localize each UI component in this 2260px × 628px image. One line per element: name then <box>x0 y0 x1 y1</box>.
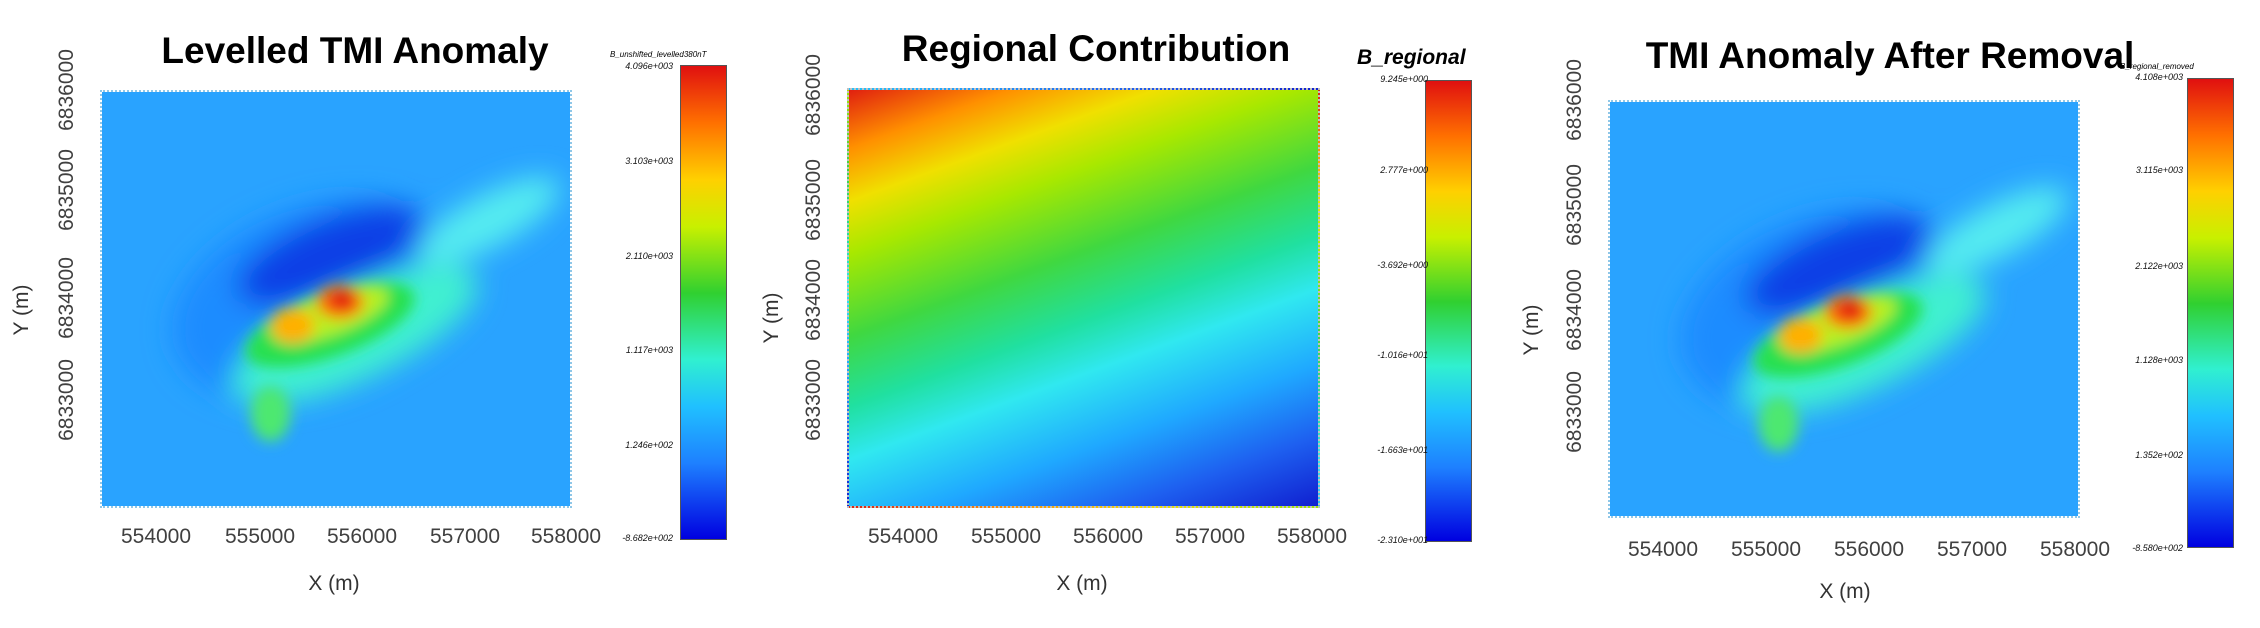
y-tick-label: 6835000 <box>802 159 825 241</box>
x-tick-label: 558000 <box>530 525 602 548</box>
y-tick-label: 6836000 <box>1563 59 1586 141</box>
secondary-high <box>270 307 315 344</box>
colorbar <box>1425 80 1472 542</box>
y-tick-label: 6835000 <box>1563 164 1586 246</box>
x-tick-label: 556000 <box>1833 538 1905 561</box>
colorbar-tick-label: 9.245e+000 <box>1380 74 1428 84</box>
chart-title: TMI Anomaly After Removal <box>1645 35 2135 76</box>
heatmap-svg <box>1610 102 2078 516</box>
y-tick-label: 6834000 <box>55 257 78 339</box>
main-high-core <box>329 290 355 310</box>
secondary-high <box>1778 317 1823 354</box>
southern-lobe <box>250 386 291 442</box>
x-axis-label: X (m) <box>1819 580 1871 603</box>
y-tick-label: 6833000 <box>1563 371 1586 453</box>
y-axis-label: Y (m) <box>10 284 33 336</box>
ne-ridge <box>1925 187 2068 275</box>
colorbar-title: B_regional <box>1357 46 1466 69</box>
heatmap-svg <box>102 92 570 506</box>
x-tick-label: 556000 <box>1072 525 1144 548</box>
colorbar-tick-label: -2.310e+001 <box>1377 535 1428 545</box>
panel-regional-contribution: Regional Contribution 6836000 6835000 68… <box>760 0 1500 628</box>
y-tick-label: 6834000 <box>802 259 825 341</box>
colorbar-tick-label: -8.580e+002 <box>2132 543 2183 553</box>
x-tick-label: 554000 <box>1627 538 1699 561</box>
heatmap-plot <box>847 88 1320 508</box>
colorbar-tick-label: 1.128e+003 <box>2135 355 2183 365</box>
colorbar-tick-label: -3.692e+000 <box>1377 260 1428 270</box>
x-tick-label: 558000 <box>1276 525 1348 548</box>
colorbar <box>2187 78 2234 548</box>
colorbar-tick-label: 1.246e+002 <box>625 440 673 450</box>
x-tick-label: 555000 <box>970 525 1042 548</box>
northern-low <box>237 204 424 307</box>
x-axis-label: X (m) <box>308 572 360 595</box>
x-tick-label: 558000 <box>2039 538 2111 561</box>
x-tick-label: 554000 <box>867 525 939 548</box>
colorbar-tick-label: 4.096e+003 <box>625 61 673 71</box>
colorbar-tick-label: 4.108e+003 <box>2135 72 2183 82</box>
x-tick-label: 557000 <box>1936 538 2008 561</box>
colorbar-tick-label: 2.777e+000 <box>1380 165 1428 175</box>
x-tick-label: 555000 <box>224 525 296 548</box>
heatmap-plot <box>100 90 572 508</box>
panel-tmi-after-removal: TMI Anomaly After Removal 6836000 683500… <box>1500 0 2260 628</box>
colorbar-tick-label: 3.103e+003 <box>625 156 673 166</box>
colorbar-tick-label: 3.115e+003 <box>2135 165 2183 175</box>
colorbar-title: B_regional_removed <box>2120 62 2194 71</box>
colorbar-title: B_unshifted_levelled380nT <box>610 50 707 59</box>
y-tick-label: 6833000 <box>802 359 825 441</box>
heatmap-plot <box>1608 100 2080 518</box>
x-tick-label: 557000 <box>1174 525 1246 548</box>
panel-levelled-tmi: Levelled TMI Anomaly 6836000 6835000 683… <box>0 0 760 628</box>
colorbar-tick-label: 2.110e+003 <box>625 251 673 261</box>
colorbar-tick-label: 2.122e+003 <box>2135 261 2183 271</box>
southern-lobe <box>1758 396 1799 452</box>
y-tick-label: 6836000 <box>55 49 78 131</box>
y-tick-label: 6834000 <box>1563 269 1586 351</box>
x-tick-label: 556000 <box>326 525 398 548</box>
colorbar-tick-label: -1.016e+001 <box>1377 350 1428 360</box>
x-axis-label: X (m) <box>1056 572 1108 595</box>
y-tick-label: 6833000 <box>55 359 78 441</box>
colorbar-tick-label: 1.352e+002 <box>2135 450 2183 460</box>
main-high-core <box>1837 300 1863 320</box>
colorbar-tick-label: 1.117e+003 <box>625 345 673 355</box>
x-tick-label: 557000 <box>429 525 501 548</box>
y-tick-label: 6836000 <box>802 54 825 136</box>
chart-title: Regional Contribution <box>901 28 1291 69</box>
colorbar-tick-label: -1.663e+001 <box>1377 445 1428 455</box>
y-axis-label: Y (m) <box>760 292 783 344</box>
colorbar <box>680 65 727 540</box>
ne-ridge <box>417 177 560 265</box>
y-axis-label: Y (m) <box>1520 304 1543 356</box>
x-tick-label: 554000 <box>120 525 192 548</box>
y-tick-label: 6835000 <box>55 149 78 231</box>
chart-title: Levelled TMI Anomaly <box>161 30 549 71</box>
northern-low <box>1745 214 1932 317</box>
x-tick-label: 555000 <box>1730 538 1802 561</box>
colorbar-tick-label: -8.682e+002 <box>622 533 673 543</box>
